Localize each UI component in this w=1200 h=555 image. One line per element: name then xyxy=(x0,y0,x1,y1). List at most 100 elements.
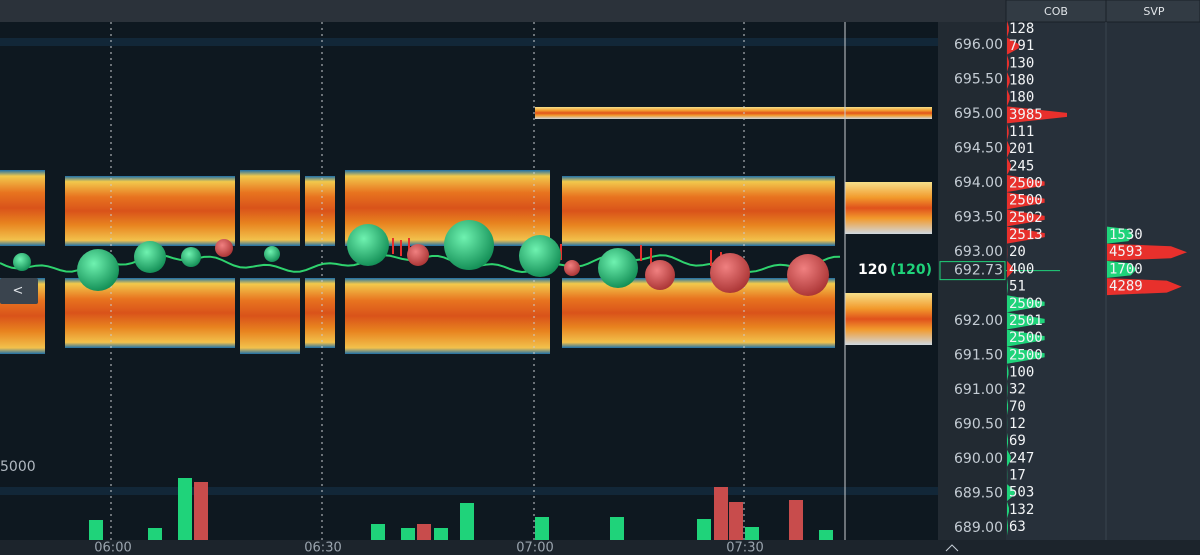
cob-value: 2500 xyxy=(1009,347,1043,363)
liquidity-band xyxy=(0,170,45,246)
last-trade-total: (120) xyxy=(890,262,932,278)
price-label: 694.00 xyxy=(954,175,1003,191)
liquidity-band xyxy=(0,487,938,495)
liquidity-band xyxy=(845,182,932,234)
volume-bar xyxy=(745,527,759,540)
cob-value: 180 xyxy=(1009,90,1034,106)
price-label: 691.00 xyxy=(954,382,1003,398)
liquidity-band xyxy=(562,176,835,246)
cob-bar xyxy=(1007,295,1045,313)
volume-bar xyxy=(417,524,431,540)
liquidity-band xyxy=(305,176,335,246)
cob-title: COB xyxy=(1044,5,1068,18)
cob-value: 3985 xyxy=(1009,107,1043,123)
sell-tick xyxy=(560,244,562,260)
trade-bubble xyxy=(444,220,494,270)
volume-bar xyxy=(178,478,192,540)
trade-bubble xyxy=(13,253,31,271)
volume-bar xyxy=(401,528,415,540)
time-axis xyxy=(0,540,938,555)
svp-title: SVP xyxy=(1143,5,1165,18)
cob-bar xyxy=(1007,449,1011,467)
cob-bar xyxy=(1007,54,1009,72)
cob-value: 2513 xyxy=(1009,227,1043,243)
cob-bar xyxy=(1007,20,1009,38)
cob-value: 69 xyxy=(1009,433,1026,449)
cob-bar xyxy=(1007,192,1045,210)
cob-bar xyxy=(1007,329,1045,347)
cob-bar xyxy=(1007,278,1008,296)
liquidity-band xyxy=(845,293,932,345)
back-button-label[interactable]: < xyxy=(13,284,24,299)
cob-value: 791 xyxy=(1009,38,1034,54)
volume-bar xyxy=(460,503,474,540)
cob-bar xyxy=(1007,175,1045,193)
top-bar xyxy=(0,0,1200,22)
current-price-box xyxy=(939,261,1006,281)
cob-value: 128 xyxy=(1009,21,1034,37)
price-label: 695.00 xyxy=(954,106,1003,122)
cob-value: 2500 xyxy=(1009,296,1043,312)
trade-bubble xyxy=(134,241,166,273)
volume-bar xyxy=(194,482,208,540)
svp-value: 4593 xyxy=(1109,244,1143,260)
cob-value: 247 xyxy=(1009,450,1034,466)
price-label: 693.50 xyxy=(954,210,1003,226)
trade-bubble xyxy=(77,249,119,291)
time-label: 07:00 xyxy=(516,541,553,555)
trade-bubble xyxy=(787,254,829,296)
bottom-bar xyxy=(938,540,1200,555)
liquidity-band xyxy=(240,278,300,354)
price-label: 690.50 xyxy=(954,417,1003,433)
volume-bar xyxy=(729,502,743,540)
volume-bar xyxy=(371,524,385,540)
cob-value: 17 xyxy=(1009,467,1026,483)
cob-bar xyxy=(1007,312,1045,330)
volume-bar xyxy=(697,519,711,540)
cob-bar xyxy=(1007,89,1010,107)
cob-bar xyxy=(1007,501,1009,519)
trade-bubble xyxy=(645,260,675,290)
sell-tick xyxy=(400,240,402,256)
back-button[interactable] xyxy=(0,278,38,304)
cob-value: 20 xyxy=(1009,244,1026,260)
sell-tick xyxy=(710,250,712,266)
volume-bar xyxy=(819,530,833,540)
sell-tick xyxy=(408,238,410,254)
trade-bubble xyxy=(519,235,561,277)
cob-value: 111 xyxy=(1009,124,1034,140)
cob-bar xyxy=(1007,226,1045,244)
trade-bubble xyxy=(264,246,280,262)
cob-bar xyxy=(1007,37,1019,55)
trade-bubble xyxy=(215,239,233,257)
volume-bar xyxy=(714,487,728,540)
cob-bar xyxy=(1007,157,1011,175)
volume-bar xyxy=(789,500,803,540)
cob-bar xyxy=(1007,432,1009,450)
time-label: 07:30 xyxy=(726,541,763,555)
cob-bar xyxy=(1007,346,1045,364)
svp-value: 1700 xyxy=(1109,261,1143,277)
heatmap xyxy=(0,22,938,540)
svp-bar xyxy=(1107,278,1182,296)
trade-bubble xyxy=(181,247,201,267)
collapse-button[interactable] xyxy=(945,544,959,552)
cob-value: 503 xyxy=(1009,485,1034,501)
trade-bubble xyxy=(710,253,750,293)
price-label: 691.50 xyxy=(954,348,1003,364)
svp-bar xyxy=(1107,260,1137,278)
time-label: 06:00 xyxy=(94,541,131,555)
cob-value: 201 xyxy=(1009,141,1034,157)
price-label: 689.00 xyxy=(954,520,1003,536)
trade-bubble xyxy=(564,260,580,276)
cob-value: 130 xyxy=(1009,55,1034,71)
svp-value: 4289 xyxy=(1109,279,1143,295)
cob-bar xyxy=(1007,209,1045,227)
volume-bar xyxy=(434,528,448,540)
svp-header xyxy=(1105,0,1200,23)
sell-tick xyxy=(650,248,652,264)
price-label: 694.50 xyxy=(954,141,1003,157)
cob-value: 180 xyxy=(1009,73,1034,89)
volume-bar xyxy=(148,528,162,540)
cob-value: 51 xyxy=(1009,279,1026,295)
